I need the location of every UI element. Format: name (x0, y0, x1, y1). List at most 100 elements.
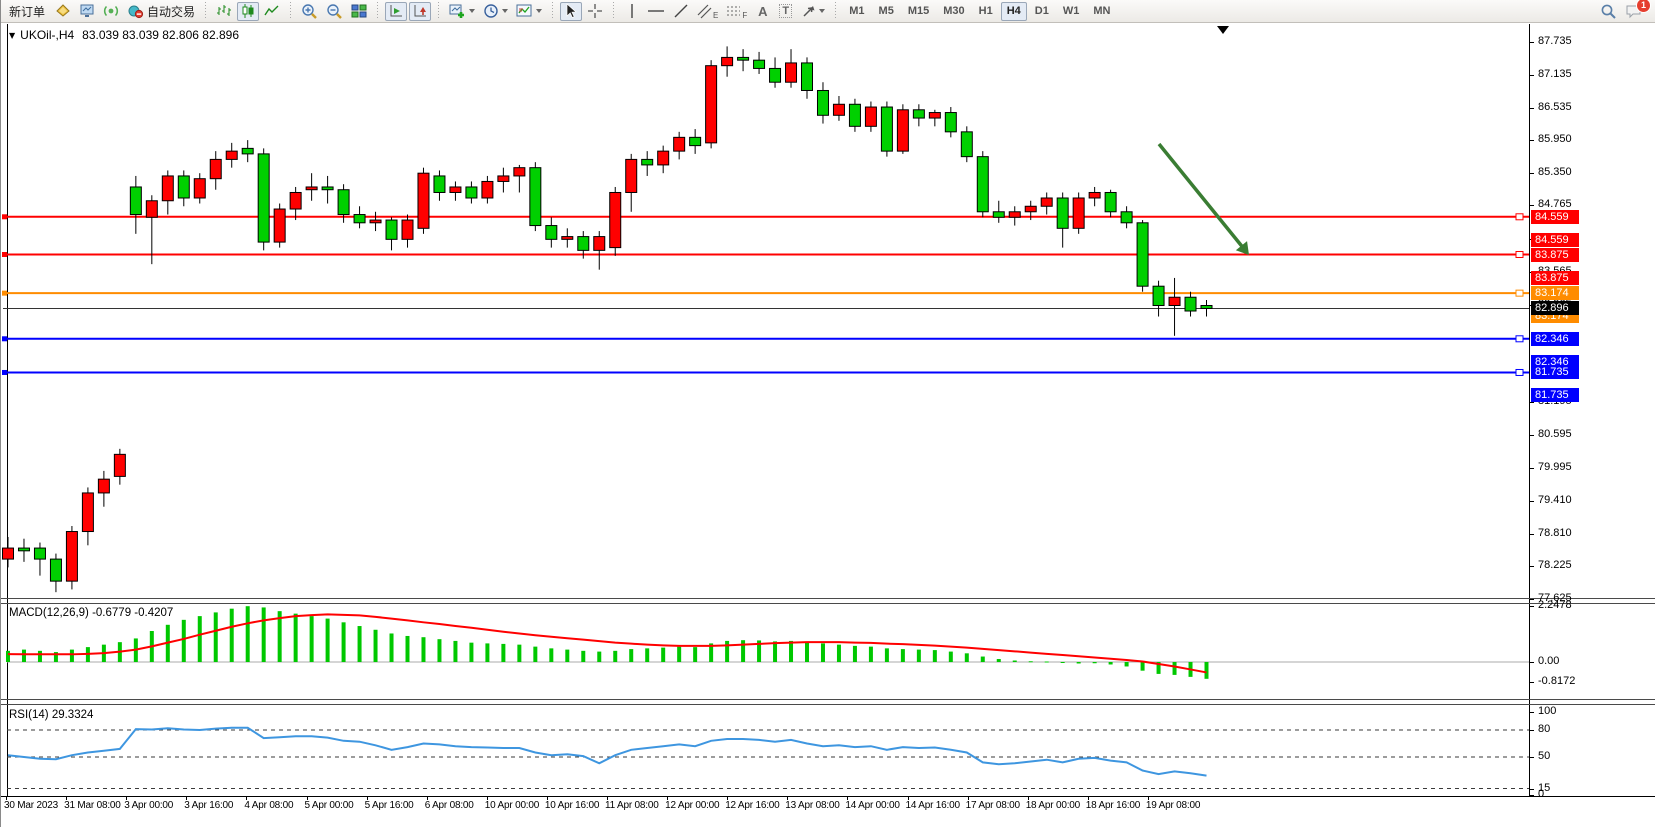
tile-windows-button[interactable] (348, 2, 370, 21)
timeframe-button-h4[interactable]: H4 (1000, 1, 1027, 21)
market-watch-button[interactable] (52, 2, 74, 21)
text-tool-letter: A (758, 3, 768, 19)
dropdown-caret-icon[interactable] (469, 9, 476, 13)
candle-body (81, 492, 94, 533)
timeframe-button-m1[interactable]: M1 (849, 5, 865, 17)
new-order-button[interactable]: 新订单 (9, 4, 46, 19)
macd-histogram-bar (21, 649, 26, 662)
macd-histogram-bar (1012, 660, 1017, 662)
zoom-out-button[interactable] (323, 2, 346, 21)
notifications-button[interactable]: 1 (1622, 0, 1651, 21)
hline-left-handle[interactable] (2, 336, 7, 342)
time-axis-tick (546, 796, 548, 800)
rsi-level-label: 80 (1538, 723, 1551, 735)
macd-histogram-bar (629, 649, 634, 662)
time-axis-tick (306, 796, 308, 800)
rsi-level-label: 50 (1538, 750, 1551, 762)
macd-histogram-bar (309, 616, 314, 662)
hline-left-handle[interactable] (2, 252, 7, 258)
candle-body (896, 109, 909, 152)
zoom-in-button[interactable] (298, 2, 321, 21)
time-axis-tick (1087, 796, 1089, 800)
macd-histogram-bar (261, 607, 266, 662)
macd-max-label: 2.2478 (1538, 599, 1572, 612)
auto-scroll-icon (390, 5, 403, 17)
macd-histogram-bar (53, 652, 58, 662)
line-chart-button[interactable] (261, 2, 283, 21)
channel-button[interactable]: E (694, 2, 721, 21)
chart-shift-button[interactable] (409, 1, 432, 21)
candle-body (113, 453, 126, 477)
time-axis-tick (907, 796, 909, 800)
dropdown-caret-icon[interactable] (536, 9, 543, 13)
auto-scroll-button[interactable] (385, 1, 408, 21)
time-axis-label: 11 Apr 08:00 (605, 800, 659, 811)
candle-body (337, 189, 350, 216)
cursor-button[interactable] (560, 1, 583, 21)
time-axis-label: 19 Apr 08:00 (1145, 800, 1201, 811)
candle-body (209, 158, 222, 180)
hline-left-handle[interactable] (2, 290, 7, 296)
candle-body (1104, 191, 1117, 213)
text-label-button[interactable]: T (775, 2, 796, 21)
fibonacci-button[interactable]: F (723, 2, 750, 21)
search-button[interactable] (1597, 2, 1620, 21)
text-button[interactable]: A (752, 2, 773, 21)
axis-tick-mark (1529, 173, 1534, 175)
bar-chart-button[interactable] (213, 2, 235, 21)
macd-histogram-bar (437, 639, 442, 662)
hline-right-handle[interactable] (1515, 335, 1524, 343)
signals-button[interactable] (100, 2, 122, 21)
macd-min-label: -0.8172 (1538, 675, 1576, 688)
rsi-level-label: 15 (1538, 781, 1551, 794)
horizontal-line-button[interactable] (644, 2, 668, 21)
hline-right-handle[interactable] (1515, 251, 1524, 259)
candle-body (848, 103, 861, 127)
crosshair-button[interactable] (584, 2, 606, 21)
timeframe-button-d1[interactable]: D1 (1034, 5, 1049, 17)
candle-body (753, 59, 766, 69)
candle-body (257, 153, 270, 243)
chart-shift-marker-icon[interactable] (1217, 26, 1229, 34)
periods-button[interactable] (480, 2, 511, 21)
hline-left-handle[interactable] (2, 214, 7, 220)
template-icon (516, 4, 532, 17)
indicators-button[interactable] (446, 2, 478, 21)
monitor-icon (80, 4, 94, 17)
arrows-button[interactable] (798, 2, 828, 21)
trend-arrow-head[interactable] (1235, 241, 1249, 255)
candle-body (129, 186, 142, 216)
axis-tick-mark (1529, 565, 1534, 567)
candle-body (721, 56, 734, 67)
hline-right-handle[interactable] (1515, 368, 1524, 376)
macd-histogram-bar (485, 643, 490, 662)
candlestick-chart-button[interactable] (237, 1, 260, 21)
dropdown-caret-icon[interactable] (819, 9, 826, 13)
timeframe-button-m30[interactable]: M30 (943, 5, 965, 17)
hline-left-handle[interactable] (2, 369, 7, 375)
trendline-button[interactable] (670, 2, 692, 21)
price-tick-label: 79.410 (1538, 493, 1572, 506)
timeframe-button-h1[interactable]: H1 (978, 5, 993, 17)
macd-histogram-bar (789, 640, 794, 662)
hline-right-handle[interactable] (1515, 213, 1524, 221)
templates-button[interactable] (513, 2, 545, 21)
macd-histogram-bar (517, 644, 522, 662)
vertical-line-button[interactable] (621, 2, 642, 21)
timeframe-button-m15[interactable]: M15 (907, 5, 930, 17)
time-axis-tick (246, 796, 248, 800)
autotrading-button[interactable]: 自动交易 (124, 2, 198, 21)
terminal-button[interactable] (76, 2, 98, 21)
timeframe-button-mn[interactable]: MN (1093, 5, 1111, 17)
collapse-triangle-icon[interactable]: ▼ (9, 30, 16, 40)
candle-body (705, 65, 718, 144)
dropdown-caret-icon[interactable] (502, 9, 509, 13)
axis-tick-mark (1529, 757, 1534, 758)
timeframe-button-m5[interactable]: M5 (878, 5, 894, 17)
candle-body (912, 109, 925, 119)
hline-right-handle[interactable] (1515, 289, 1524, 297)
macd-histogram-bar (1172, 662, 1177, 675)
timeframe-button-w1[interactable]: W1 (1062, 5, 1080, 17)
add-indicator-icon (449, 4, 465, 18)
trend-arrow-line[interactable] (1157, 142, 1245, 249)
